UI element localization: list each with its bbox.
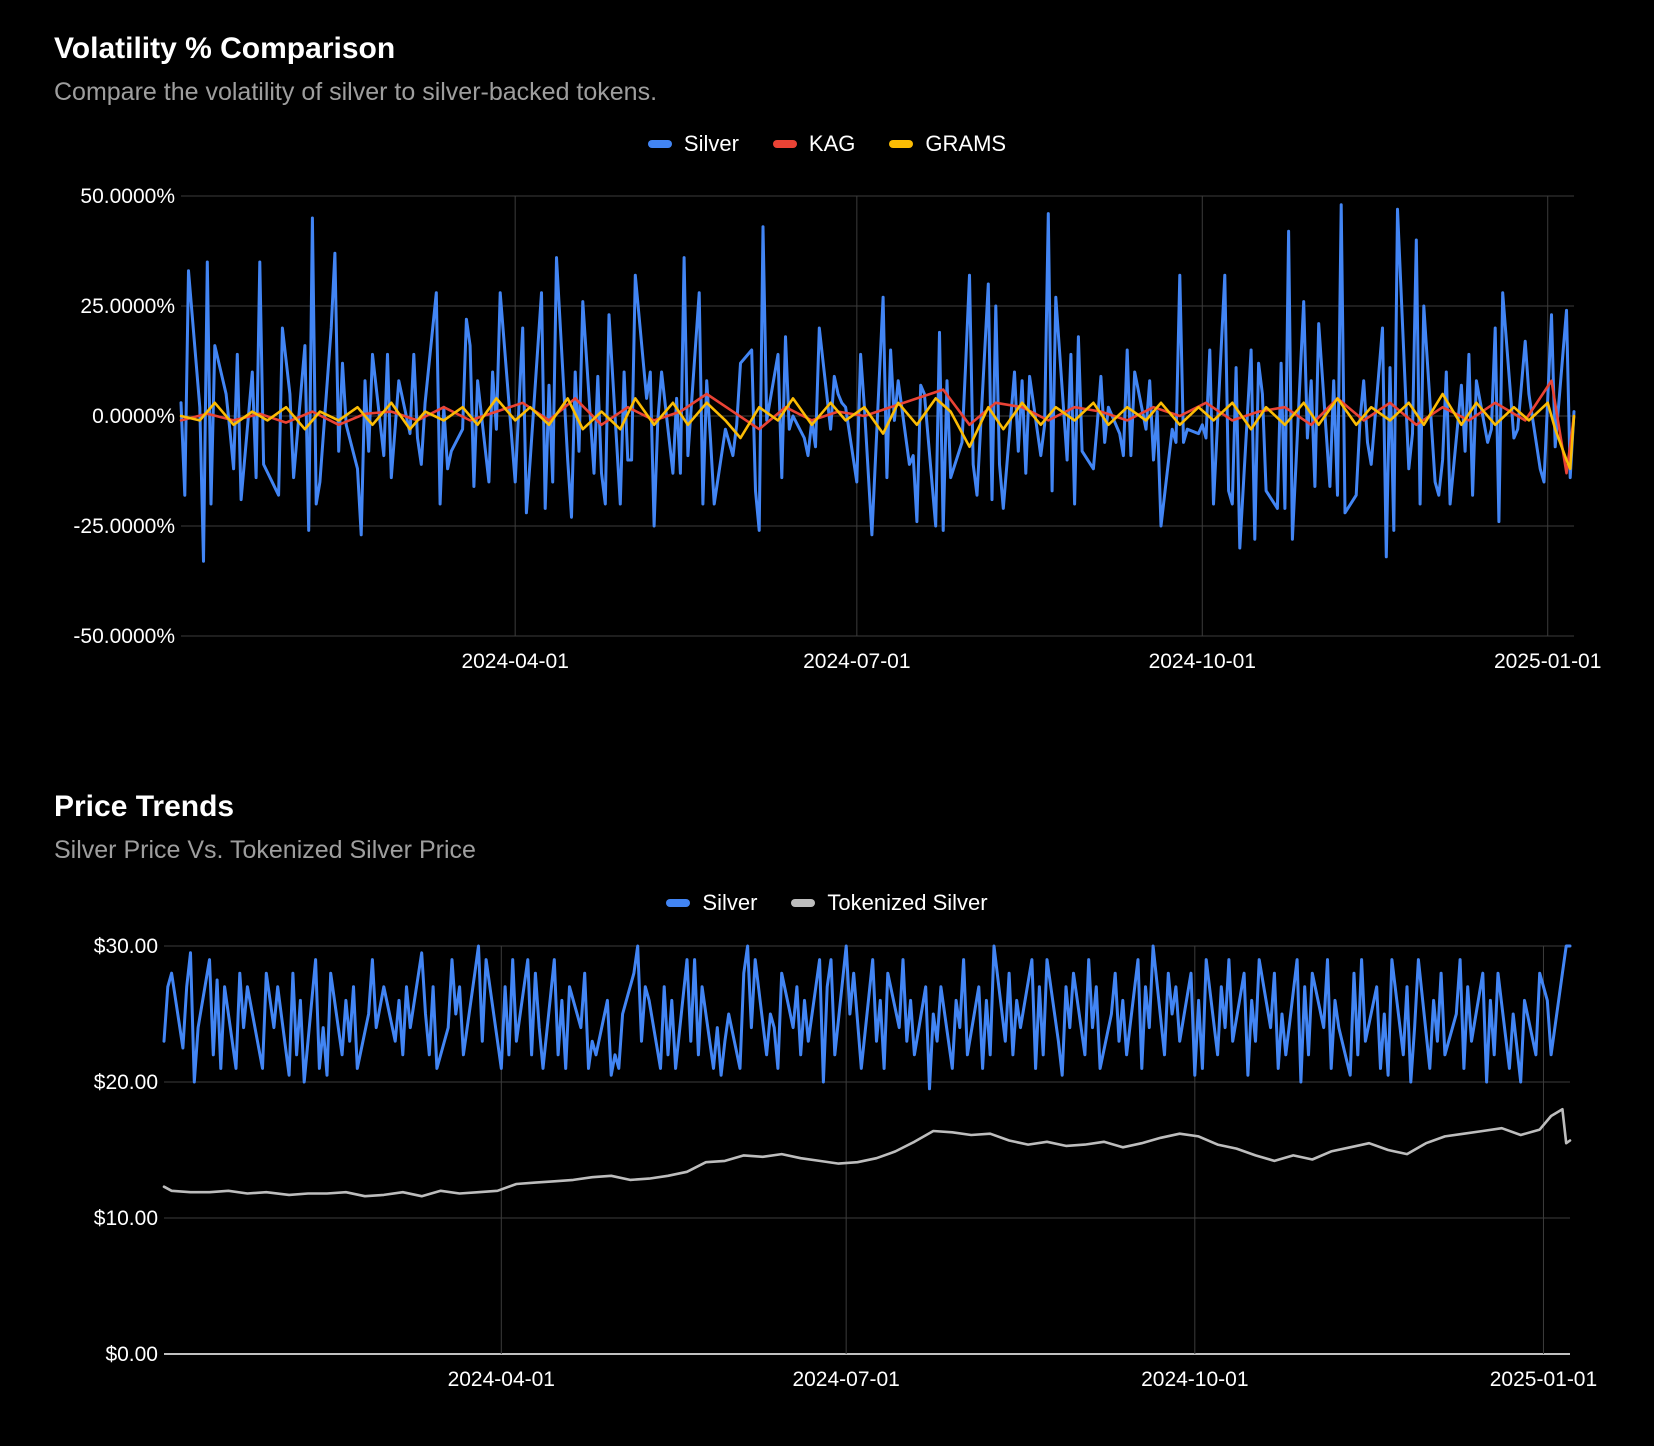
vol-y-tick-label: 50.0000%: [80, 185, 175, 208]
grams-swatch: [889, 140, 914, 148]
price-title: Price Trends: [54, 790, 235, 823]
volatility-subtitle: Compare the volatility of silver to silv…: [54, 78, 658, 106]
price-y-tick-label: $0.00: [105, 1343, 158, 1366]
price-y-tick-label: $10.00: [94, 1207, 158, 1230]
price-legend: Silver Tokenized Silver: [0, 890, 1654, 916]
price-x-tick-label: 2024-07-01: [792, 1368, 899, 1391]
legend-label-silver-price: Silver: [702, 890, 758, 915]
vol-x-tick-label: 2024-04-01: [461, 650, 568, 673]
price-subtitle: Silver Price Vs. Tokenized Silver Price: [54, 836, 476, 864]
volatility-panel: Volatility % Comparison Compare the vola…: [0, 0, 1654, 700]
price-series-line-tokenized-silver: [162, 1107, 1572, 1198]
price-x-tick-label: 2024-04-01: [448, 1368, 555, 1391]
legend-label-grams: GRAMS: [925, 131, 1007, 156]
vol-y-tick-label: -25.0000%: [73, 515, 175, 538]
price-y-tick-label: $30.00: [94, 935, 158, 958]
vol-y-tick-label: 0.0000%: [92, 405, 175, 428]
legend-label-kag: KAG: [808, 131, 856, 156]
vol-series-line-grams: [179, 392, 1576, 471]
price-x-tick-label: 2024-10-01: [1141, 1368, 1248, 1391]
legend-item-tokenized[interactable]: Tokenized Silver: [791, 890, 988, 916]
volatility-legend: Silver KAG GRAMS: [0, 131, 1654, 157]
volatility-chart: 50.0000% 25.0000% 0.0000% -25.0000% -50.0000…: [73, 185, 1601, 673]
tokenized-swatch: [791, 899, 816, 907]
legend-item-kag[interactable]: KAG: [772, 131, 856, 157]
price-panel: Price Trends Silver Price Vs. Tokenized …: [0, 700, 1654, 1446]
vol-y-tick-label: -50.0000%: [73, 625, 175, 648]
legend-label-tokenized: Tokenized Silver: [827, 890, 988, 915]
legend-item-silver[interactable]: Silver: [647, 131, 739, 157]
kag-swatch: [772, 140, 797, 148]
price-series-line-silver: [162, 944, 1572, 1091]
vol-series-line-silver: [179, 203, 1576, 563]
legend-item-grams[interactable]: GRAMS: [889, 131, 1006, 157]
vol-x-tick-label: 2025-01-01: [1494, 650, 1601, 673]
silver-price-swatch: [666, 899, 691, 907]
price-x-tick-label: 2025-01-01: [1490, 1368, 1597, 1391]
vol-x-tick-label: 2024-10-01: [1149, 650, 1256, 673]
vol-x-tick-label: 2024-07-01: [803, 650, 910, 673]
vol-y-tick-label: 25.0000%: [80, 295, 175, 318]
price-chart: $30.00 $20.00 $10.00 $0.00 2024-04-01 2024-07…: [94, 935, 1597, 1391]
silver-swatch: [647, 140, 672, 148]
price-y-tick-label: $20.00: [94, 1071, 158, 1094]
volatility-title: Volatility % Comparison: [54, 32, 396, 65]
legend-item-silver-price[interactable]: Silver: [666, 890, 757, 916]
legend-label-silver: Silver: [683, 131, 739, 156]
